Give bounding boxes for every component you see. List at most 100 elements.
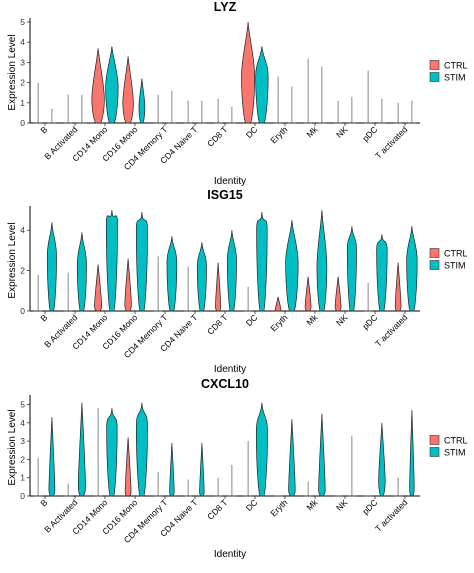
y-tick-label: 5 [20,399,25,409]
x-tick-label-cd8-t: CD8 T [205,124,229,148]
y-tick-label: 2 [20,266,25,276]
violin-stim-dc [255,46,269,124]
y-tick-label: 4 [20,37,25,47]
x-tick-label-dc: DC [244,124,260,140]
x-tick-label-dc: DC [244,497,260,513]
violin-stim-eryth [288,419,296,497]
y-tick-label: 1 [20,98,25,108]
y-tick-label: 0 [20,491,25,501]
violin-stim-cd8-t [226,230,237,312]
violin-stim-cd16-mono [138,78,146,124]
x-tick-label-t-activated: T activated [373,124,410,161]
legend-label-stim: STIM [444,448,466,458]
violin-ctrl-mk [304,276,312,312]
series-stim [47,46,416,124]
legend-swatch-stim [429,72,440,82]
violin-ctrl-eryth [274,296,282,312]
x-tick-label-pdc: pDC [360,312,379,331]
violin-stim-b [48,417,56,497]
violin-stim-t-activated [406,226,418,312]
x-tick-label-t-activated: T activated [373,497,410,534]
x-tick-label-eryth: Eryth [268,497,289,518]
y-axis-label: Expression Level [7,409,18,485]
chart-title: LYZ [214,0,237,14]
x-tick-label-eryth: Eryth [268,124,289,145]
violin-stim-pdc [376,234,388,312]
violin-stim-cd4-memory-t [169,442,175,497]
y-tick-label: 2 [20,78,25,88]
y-tick-label: 0 [20,118,25,128]
violin-ctrl-cd16-mono [124,437,132,497]
legend-swatch-stim [429,447,440,457]
chart-title: ISG15 [207,188,242,202]
y-axis-label: Expression Level [7,222,18,298]
violin-stim-eryth [285,220,299,312]
x-axis-label: Identity [214,176,246,187]
series-stim [48,402,415,497]
y-tick-label: 5 [20,17,25,27]
violin-ctrl-cd14-mono [91,48,105,124]
x-tick-label-cd8-t: CD8 T [205,312,229,336]
legend-label-ctrl: CTRL [444,249,468,259]
x-tick-label-pdc: pDC [360,497,379,516]
series-stim [46,209,418,312]
x-tick-label-pdc: pDC [360,124,379,143]
violin-stim-nk [346,226,357,312]
legend: CTRL STIM [429,435,468,458]
series-ctrl [34,21,403,124]
series-ctrl [34,408,403,497]
x-tick-label-nk: NK [334,497,350,513]
legend-swatch-stim [429,260,440,270]
violin-ctrl-cd8-t [215,262,222,312]
y-axis-label: Expression Level [7,34,18,110]
violin-ctrl-dc [241,21,256,124]
x-tick-label-mk: Mk [304,124,320,140]
x-tick-label-b: B [38,312,49,323]
y-tick-label: 2 [20,454,25,464]
x-tick-label-mk: Mk [304,497,320,513]
legend-label-ctrl: CTRL [444,436,468,446]
legend-label-stim: STIM [444,73,466,83]
violin-stim-b [46,222,57,312]
legend-label-stim: STIM [444,261,466,271]
x-tick-label-mk: Mk [304,312,320,328]
violin-stim-cd4-memory-t [166,236,178,312]
legend: CTRL STIM [429,60,468,83]
violin-stim-cd4-naive-t [196,242,207,312]
x-tick-label-t-activated: T activated [373,312,410,349]
x-tick-label-b: B [38,124,49,135]
y-tick-label: 0 [20,306,25,316]
legend-swatch-ctrl [429,435,440,445]
x-axis-label: Identity [214,364,246,375]
x-tick-label-nk: NK [334,312,350,328]
x-tick-label-b: B [38,497,49,508]
x-tick-label-dc: DC [244,312,260,328]
violin-stim-cd14-mono [105,209,118,312]
violin-stim-cd14-mono [105,46,119,124]
violin-ctrl-cd14-mono [94,264,103,312]
violin-ctrl-cd16-mono [122,56,134,124]
violin-stim-cd16-mono [135,212,148,312]
violin-stim-b-activated [76,232,87,312]
y-tick-label: 1 [20,473,25,483]
violin-stim-mk [316,209,328,312]
legend: CTRL STIM [429,248,468,271]
x-tick-label-eryth: Eryth [268,312,289,333]
violin-stim-cd14-mono [106,408,118,497]
violin-stim-b-activated [77,402,86,497]
legend-swatch-ctrl [429,60,440,70]
legend-swatch-ctrl [429,248,440,258]
series-ctrl [34,256,402,312]
violin-stim-t-activated [409,409,415,497]
violin-ctrl-cd16-mono [124,258,132,312]
y-tick-label: 4 [20,225,25,235]
violin-stim-mk [318,413,326,497]
violin-stim-dc [255,402,268,497]
chart-title: CXCL10 [201,377,249,391]
y-tick-label: 3 [20,436,25,446]
